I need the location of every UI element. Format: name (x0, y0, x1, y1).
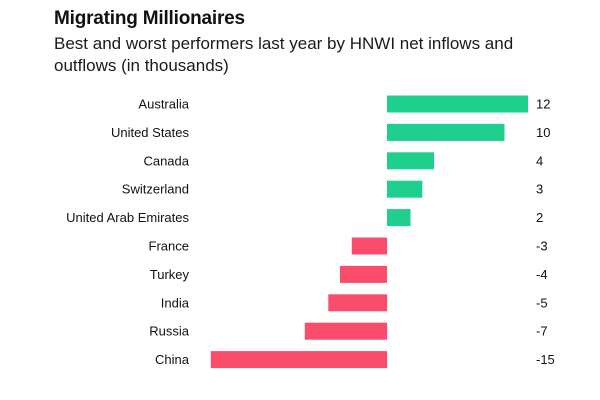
bar-india (328, 294, 388, 312)
bar-canada (387, 152, 434, 170)
category-label: Australia (138, 97, 189, 112)
category-label: United Arab Emirates (66, 210, 189, 225)
value-label: 4 (536, 153, 543, 168)
category-label: China (155, 352, 190, 367)
bar-france (351, 237, 388, 255)
category-label: France (149, 239, 189, 254)
bar-russia (304, 322, 388, 340)
value-label: 10 (536, 125, 550, 140)
bar-switzerland (387, 180, 423, 198)
category-label: Switzerland (122, 182, 189, 197)
bar-turkey (340, 265, 387, 283)
value-label: -7 (536, 324, 548, 339)
bar-australia (387, 95, 528, 113)
bar-united-states (387, 123, 505, 141)
value-label: 2 (536, 210, 543, 225)
chart-title: Migrating Millionaires (54, 8, 245, 29)
category-label: Russia (149, 324, 190, 339)
category-label: United States (111, 125, 190, 140)
category-label: India (161, 295, 190, 310)
chart-subtitle: Best and worst performers last year by H… (54, 34, 514, 75)
bar-united-arab-emirates (387, 209, 411, 227)
value-label: 12 (536, 97, 550, 112)
category-label: Canada (143, 153, 189, 168)
value-label: 3 (536, 182, 543, 197)
bar-china (210, 351, 388, 369)
category-label: Turkey (150, 267, 190, 282)
value-label: -5 (536, 295, 548, 310)
value-label: -3 (536, 239, 548, 254)
value-label: -4 (536, 267, 548, 282)
value-label: -15 (536, 352, 555, 367)
